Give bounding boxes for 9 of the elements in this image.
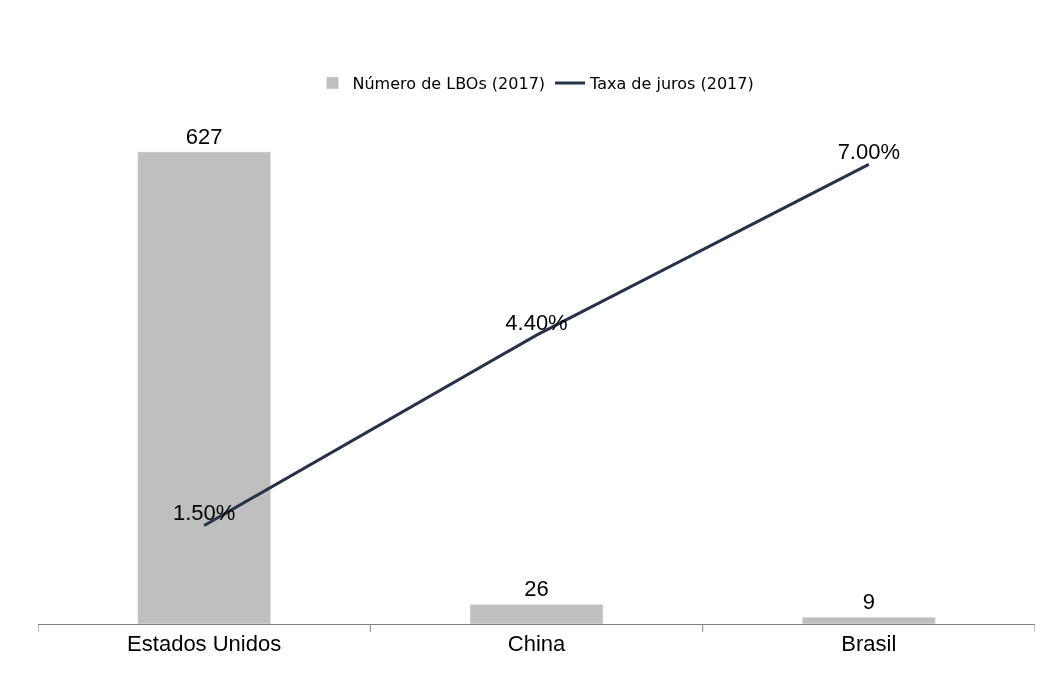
x-tick-label: Estados Unidos	[127, 631, 282, 657]
x-tick-label: Brasil	[841, 631, 897, 657]
data-label: 9	[862, 589, 875, 615]
legend-label: Número de LBOs (2017)	[352, 74, 546, 94]
data-label: 7.00%	[837, 138, 901, 164]
data-label: 627	[185, 123, 223, 149]
legend-label: Taxa de juros (2017)	[589, 74, 754, 94]
x-tick-label: China	[507, 631, 566, 657]
data-label: 26	[524, 576, 549, 602]
